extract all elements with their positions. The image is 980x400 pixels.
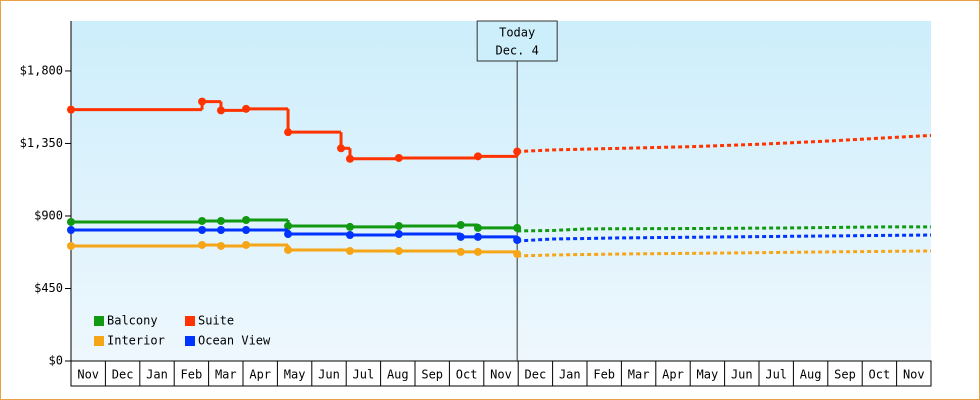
x-tick-label: May — [284, 368, 306, 382]
x-tick-label: May — [697, 368, 719, 382]
point — [513, 250, 522, 259]
x-tick-label: Apr — [662, 368, 684, 382]
point — [394, 221, 403, 230]
point — [513, 147, 522, 156]
x-tick-label: Feb — [593, 368, 615, 382]
x-tick-label: Aug — [387, 368, 409, 382]
point — [284, 245, 293, 254]
point — [345, 230, 354, 239]
point — [284, 221, 293, 230]
legend-swatch — [94, 336, 104, 346]
today-label: Dec. 4 — [495, 44, 538, 58]
point — [216, 216, 225, 225]
y-tick-label: $450 — [34, 281, 63, 295]
y-tick-label: $900 — [34, 208, 63, 222]
legend-label: Ocean View — [198, 334, 271, 348]
point — [242, 225, 251, 234]
x-tick-label: Jun — [731, 368, 753, 382]
today-box — [476, 20, 558, 62]
legend-label: Interior — [107, 334, 165, 348]
today-label: Today — [499, 26, 535, 40]
legend-swatch — [185, 336, 195, 346]
legend-swatch — [94, 316, 104, 326]
legend-label: Suite — [198, 314, 234, 328]
point — [456, 232, 465, 241]
point — [473, 223, 482, 232]
point — [216, 241, 225, 250]
point — [337, 144, 346, 153]
x-tick-label: Jan — [146, 368, 168, 382]
x-tick-label: Oct — [869, 368, 891, 382]
plot-area — [71, 21, 931, 361]
forecast-line — [517, 133, 932, 154]
point — [394, 246, 403, 255]
point — [345, 222, 354, 231]
point — [242, 104, 251, 113]
x-tick-label: Apr — [249, 368, 271, 382]
point — [67, 241, 75, 250]
x-tick-label: Nov — [77, 368, 99, 382]
x-tick-label: Sep — [834, 368, 856, 382]
y-tick-label: $1,800 — [20, 63, 63, 77]
point — [198, 97, 207, 106]
point — [394, 153, 403, 162]
point — [198, 225, 207, 234]
point — [242, 240, 251, 249]
x-tick-label: Feb — [181, 368, 203, 382]
point — [198, 216, 207, 225]
x-tick-label: Oct — [456, 368, 478, 382]
forecast-line — [517, 249, 932, 258]
point — [216, 225, 225, 234]
point — [473, 247, 482, 256]
point — [473, 152, 482, 161]
x-tick-label: Jul — [765, 368, 787, 382]
y-tick-label: $1,350 — [20, 136, 63, 150]
x-tick-label: Dec — [525, 368, 547, 382]
point — [345, 154, 354, 163]
point — [345, 246, 354, 255]
legend-label: Balcony — [107, 314, 158, 328]
x-tick-label: Dec — [112, 368, 134, 382]
x-tick-label: Jun — [318, 368, 340, 382]
point — [198, 240, 207, 249]
forecast-line — [517, 233, 932, 243]
x-tick-label: Nov — [903, 368, 925, 382]
point — [216, 106, 225, 115]
legend-swatch — [185, 316, 195, 326]
x-tick-label: Jan — [559, 368, 581, 382]
x-tick-label: Jul — [353, 368, 375, 382]
point — [456, 221, 465, 229]
point — [67, 225, 75, 234]
point — [67, 217, 75, 226]
x-tick-label: Aug — [800, 368, 822, 382]
point — [242, 216, 251, 225]
x-tick-label: Nov — [490, 368, 512, 382]
x-tick-label: Mar — [628, 368, 650, 382]
point — [513, 223, 522, 232]
forecast-line — [517, 225, 931, 233]
point — [67, 105, 75, 114]
point — [284, 128, 293, 137]
point — [513, 235, 522, 244]
point — [473, 232, 482, 241]
x-axis-box — [70, 360, 932, 387]
point — [284, 230, 293, 239]
x-tick-label: Mar — [215, 368, 237, 382]
x-tick-label: Sep — [421, 368, 443, 382]
point — [456, 247, 465, 256]
point — [394, 230, 403, 239]
y-tick-label: $0 — [49, 354, 63, 368]
